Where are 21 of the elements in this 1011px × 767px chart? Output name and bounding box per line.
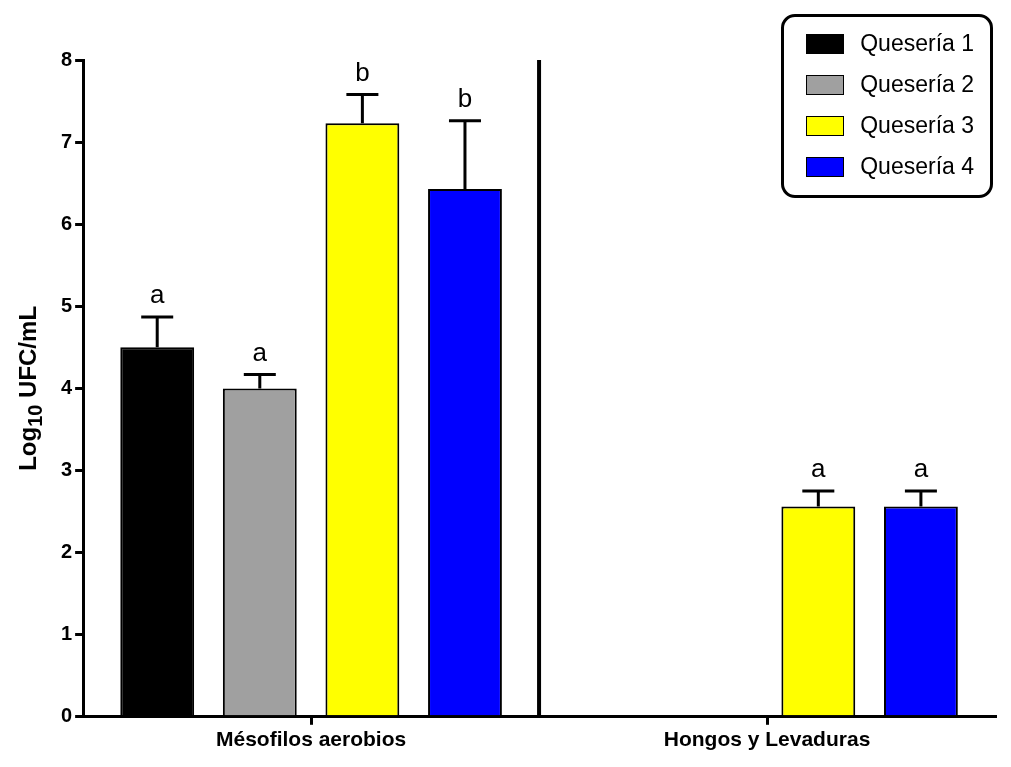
data-label: a bbox=[913, 453, 929, 484]
x-tick-label: Hongos y Levaduras bbox=[663, 727, 871, 751]
y-tick-label: 8 bbox=[61, 47, 73, 70]
y-tick-label: 0 bbox=[61, 704, 73, 727]
y-tick-label: 4 bbox=[61, 375, 73, 398]
data-label: a bbox=[149, 279, 165, 310]
data-label: b bbox=[355, 56, 370, 87]
y-tick-label: 1 bbox=[61, 622, 73, 645]
y-tick-label: 2 bbox=[61, 540, 73, 563]
legend-label: Quesería 3 bbox=[860, 112, 974, 139]
y-tick-label: 6 bbox=[61, 211, 73, 234]
data-label: a bbox=[252, 336, 268, 367]
legend-label: Quesería 2 bbox=[860, 71, 974, 98]
data-label: a bbox=[811, 453, 827, 484]
legend-label: Quesería 4 bbox=[860, 153, 974, 180]
y-tick-label: 3 bbox=[61, 458, 73, 481]
legend-label: Quesería 1 bbox=[860, 30, 974, 57]
y-tick-label: 7 bbox=[61, 129, 73, 152]
y-tick-label: 5 bbox=[61, 293, 73, 316]
data-label: b bbox=[457, 82, 473, 113]
x-tick-label: Mésofilos aerobios bbox=[215, 727, 407, 751]
